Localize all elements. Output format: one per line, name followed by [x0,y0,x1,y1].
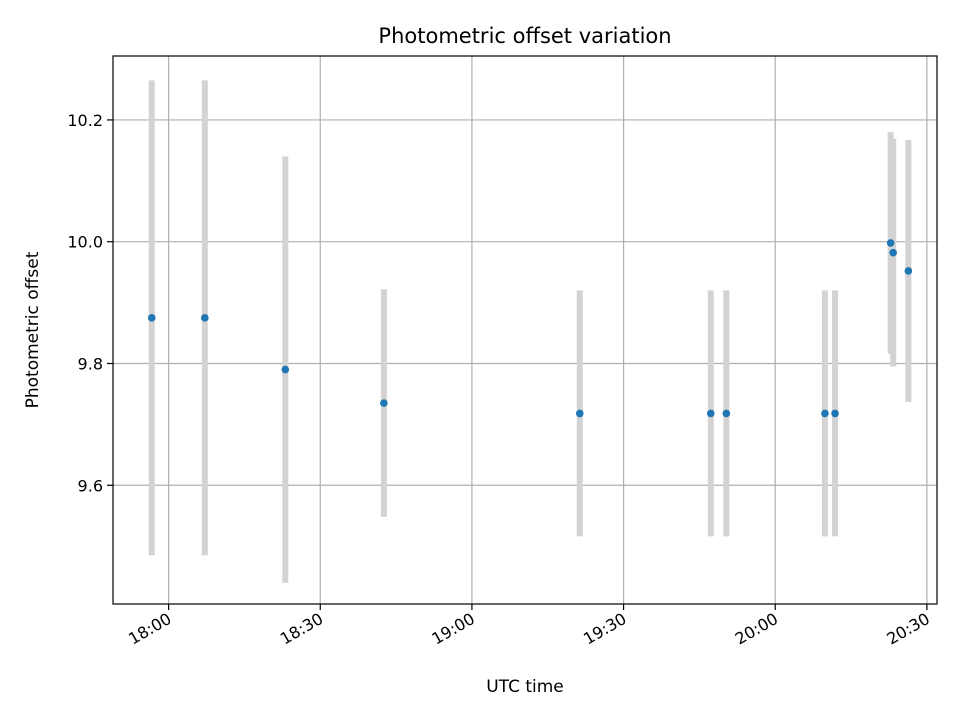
data-point [722,409,731,418]
plot-frame [112,55,938,605]
data-point [821,409,829,418]
y-axis-label: Photometric offset [23,251,43,408]
data-point [380,399,388,407]
y-tick-label: 10.0 [67,233,103,252]
data-point [706,409,715,418]
x-axis-label: UTC time [486,677,564,697]
y-tick-label: 9.6 [78,476,103,495]
data-point [831,409,839,418]
chart-title: Photometric offset variation [378,24,671,48]
data-point [889,248,897,257]
data-point [904,267,913,275]
grid-lines [113,56,937,604]
data-point [201,314,209,322]
data-point [575,409,584,418]
data-point [886,239,895,247]
plot-area [113,56,937,604]
y-tick-label: 10.2 [67,111,103,130]
data-point [147,314,156,322]
y-tick-label: 9.8 [78,354,103,373]
data-point [281,365,290,374]
axis-ticks [107,119,928,610]
data-points [147,239,913,418]
